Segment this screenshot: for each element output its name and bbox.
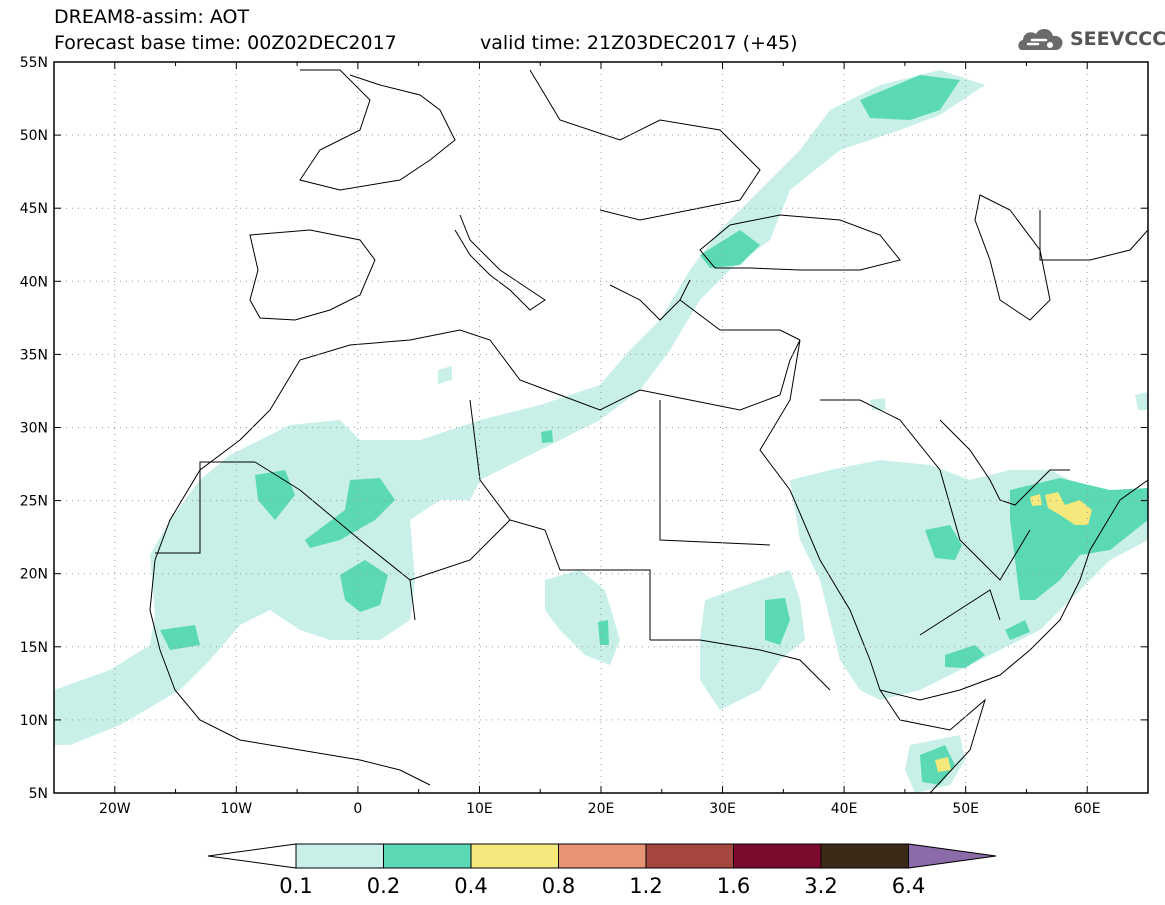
lat-label: 10N <box>20 713 48 729</box>
colorbar-swatch <box>733 843 822 869</box>
lon-label: 40E <box>831 801 858 817</box>
latitude-labels: 55N 50N 45N 40N 35N 30N 25N 20N 15N 10N 5N <box>20 55 48 802</box>
lon-label: 10E <box>466 801 493 817</box>
aot-core-saudi <box>925 525 962 560</box>
aot-field <box>54 70 1148 793</box>
aot-region-sudan <box>700 570 805 710</box>
border-yemen <box>919 589 1001 636</box>
aot-core-libya <box>541 430 553 443</box>
colorbar-arrow-low <box>207 843 297 869</box>
coast-horn <box>879 689 986 793</box>
aot-high-horn <box>935 757 951 772</box>
lon-label: 0 <box>353 801 362 817</box>
axis-ticks <box>53 61 1149 794</box>
lat-label: 20N <box>20 567 48 583</box>
aot-core-russia <box>860 75 960 120</box>
colorbar-level-label: 6.4 <box>892 874 925 898</box>
lon-label: 20E <box>588 801 615 817</box>
aot-region-central-africa <box>545 570 620 665</box>
colorbar-swatch <box>295 843 384 869</box>
colorbar-level-label: 0.2 <box>367 874 400 898</box>
aot-core-gulf-aden <box>1005 620 1030 640</box>
coast-north-africa <box>239 329 781 441</box>
lat-label: 15N <box>20 640 48 656</box>
colorbar-level-label: 1.6 <box>717 874 750 898</box>
aot-region-iran <box>1135 392 1148 410</box>
lat-label: 35N <box>20 347 48 363</box>
aot-high-uae <box>1030 494 1042 506</box>
seevccc-logo: SEEVCCC <box>1016 24 1165 56</box>
border-iran <box>1039 210 1148 261</box>
valid-time: valid time: 21Z03DEC2017 (+45) <box>480 32 798 54</box>
aot-region-libya-spot <box>438 366 452 384</box>
aot-core-black-sea <box>700 230 760 268</box>
lat-label: 5N <box>29 786 48 802</box>
coast-italy <box>454 214 546 311</box>
aot-core-yemen <box>945 645 985 668</box>
aot-core-oman <box>1010 478 1148 600</box>
cloud-icon <box>1018 28 1063 50</box>
colorbar <box>207 843 997 869</box>
aot-region-levant <box>870 398 886 410</box>
colorbar-swatch <box>645 843 734 869</box>
coast-france-uk <box>299 69 456 191</box>
border-sudan-south <box>650 639 831 691</box>
lat-label: 45N <box>20 201 48 217</box>
lon-label: 30E <box>709 801 736 817</box>
lon-label: 20W <box>99 801 131 817</box>
aot-core-mali <box>305 478 395 548</box>
border-chad-sudan <box>544 529 651 640</box>
aot-core-senegal <box>160 625 200 650</box>
aot-core-niger <box>340 560 388 612</box>
coastlines-borders <box>149 69 1148 793</box>
lon-label: 60E <box>1074 801 1101 817</box>
colorbar-swatch <box>383 843 472 869</box>
coast-black-sea <box>699 214 901 271</box>
border-mali <box>254 461 416 621</box>
map-title: DREAM8-assim: AOT <box>54 6 250 28</box>
border-algeria-libya <box>469 399 546 531</box>
coast-iberia <box>249 229 376 321</box>
lat-label: 30N <box>20 421 48 437</box>
lat-label: 50N <box>20 128 48 144</box>
colorbar-level-label: 1.2 <box>629 874 662 898</box>
logo-text: SEEVCCC <box>1070 28 1165 50</box>
border-mauritania <box>155 461 255 554</box>
colorbar-swatch <box>820 843 909 869</box>
lat-label: 40N <box>20 274 48 290</box>
border-europe-east <box>529 69 761 221</box>
longitude-labels: 20W 10W 0 10E 20E 30E 40E 50E 60E <box>99 801 1101 817</box>
border-libya-egypt <box>659 400 771 546</box>
lat-label: 25N <box>20 494 48 510</box>
lat-label: 55N <box>20 55 48 71</box>
colorbar-level-label: 3.2 <box>804 874 837 898</box>
coast-gulf <box>939 419 1070 506</box>
lon-label: 50E <box>952 801 979 817</box>
map-grid <box>54 62 1148 793</box>
colorbar-labels: 0.1 0.2 0.4 0.8 1.2 1.6 3.2 6.4 <box>279 874 925 898</box>
coast-west-africa <box>149 439 431 786</box>
colorbar-level-label: 0.4 <box>454 874 487 898</box>
coast-aegean <box>609 279 691 321</box>
colorbar-swatch <box>470 843 559 869</box>
border-saudi <box>820 399 1031 581</box>
coast-mediterranean-turkey <box>679 299 801 341</box>
colorbar-swatch <box>558 843 647 869</box>
colorbar-arrow-high <box>908 843 997 869</box>
aot-region-atlantic-sahara <box>54 70 985 745</box>
forecast-base-time: Forecast base time: 00Z02DEC2017 <box>54 32 397 54</box>
colorbar-level-label: 0.8 <box>542 874 575 898</box>
border-niger <box>409 519 511 581</box>
colorbar-level-label: 0.1 <box>279 874 312 898</box>
lon-label: 10W <box>220 801 252 817</box>
coast-caspian <box>974 194 1051 321</box>
aot-core-sudan <box>765 598 790 645</box>
aot-core-west-sahara <box>255 470 295 520</box>
